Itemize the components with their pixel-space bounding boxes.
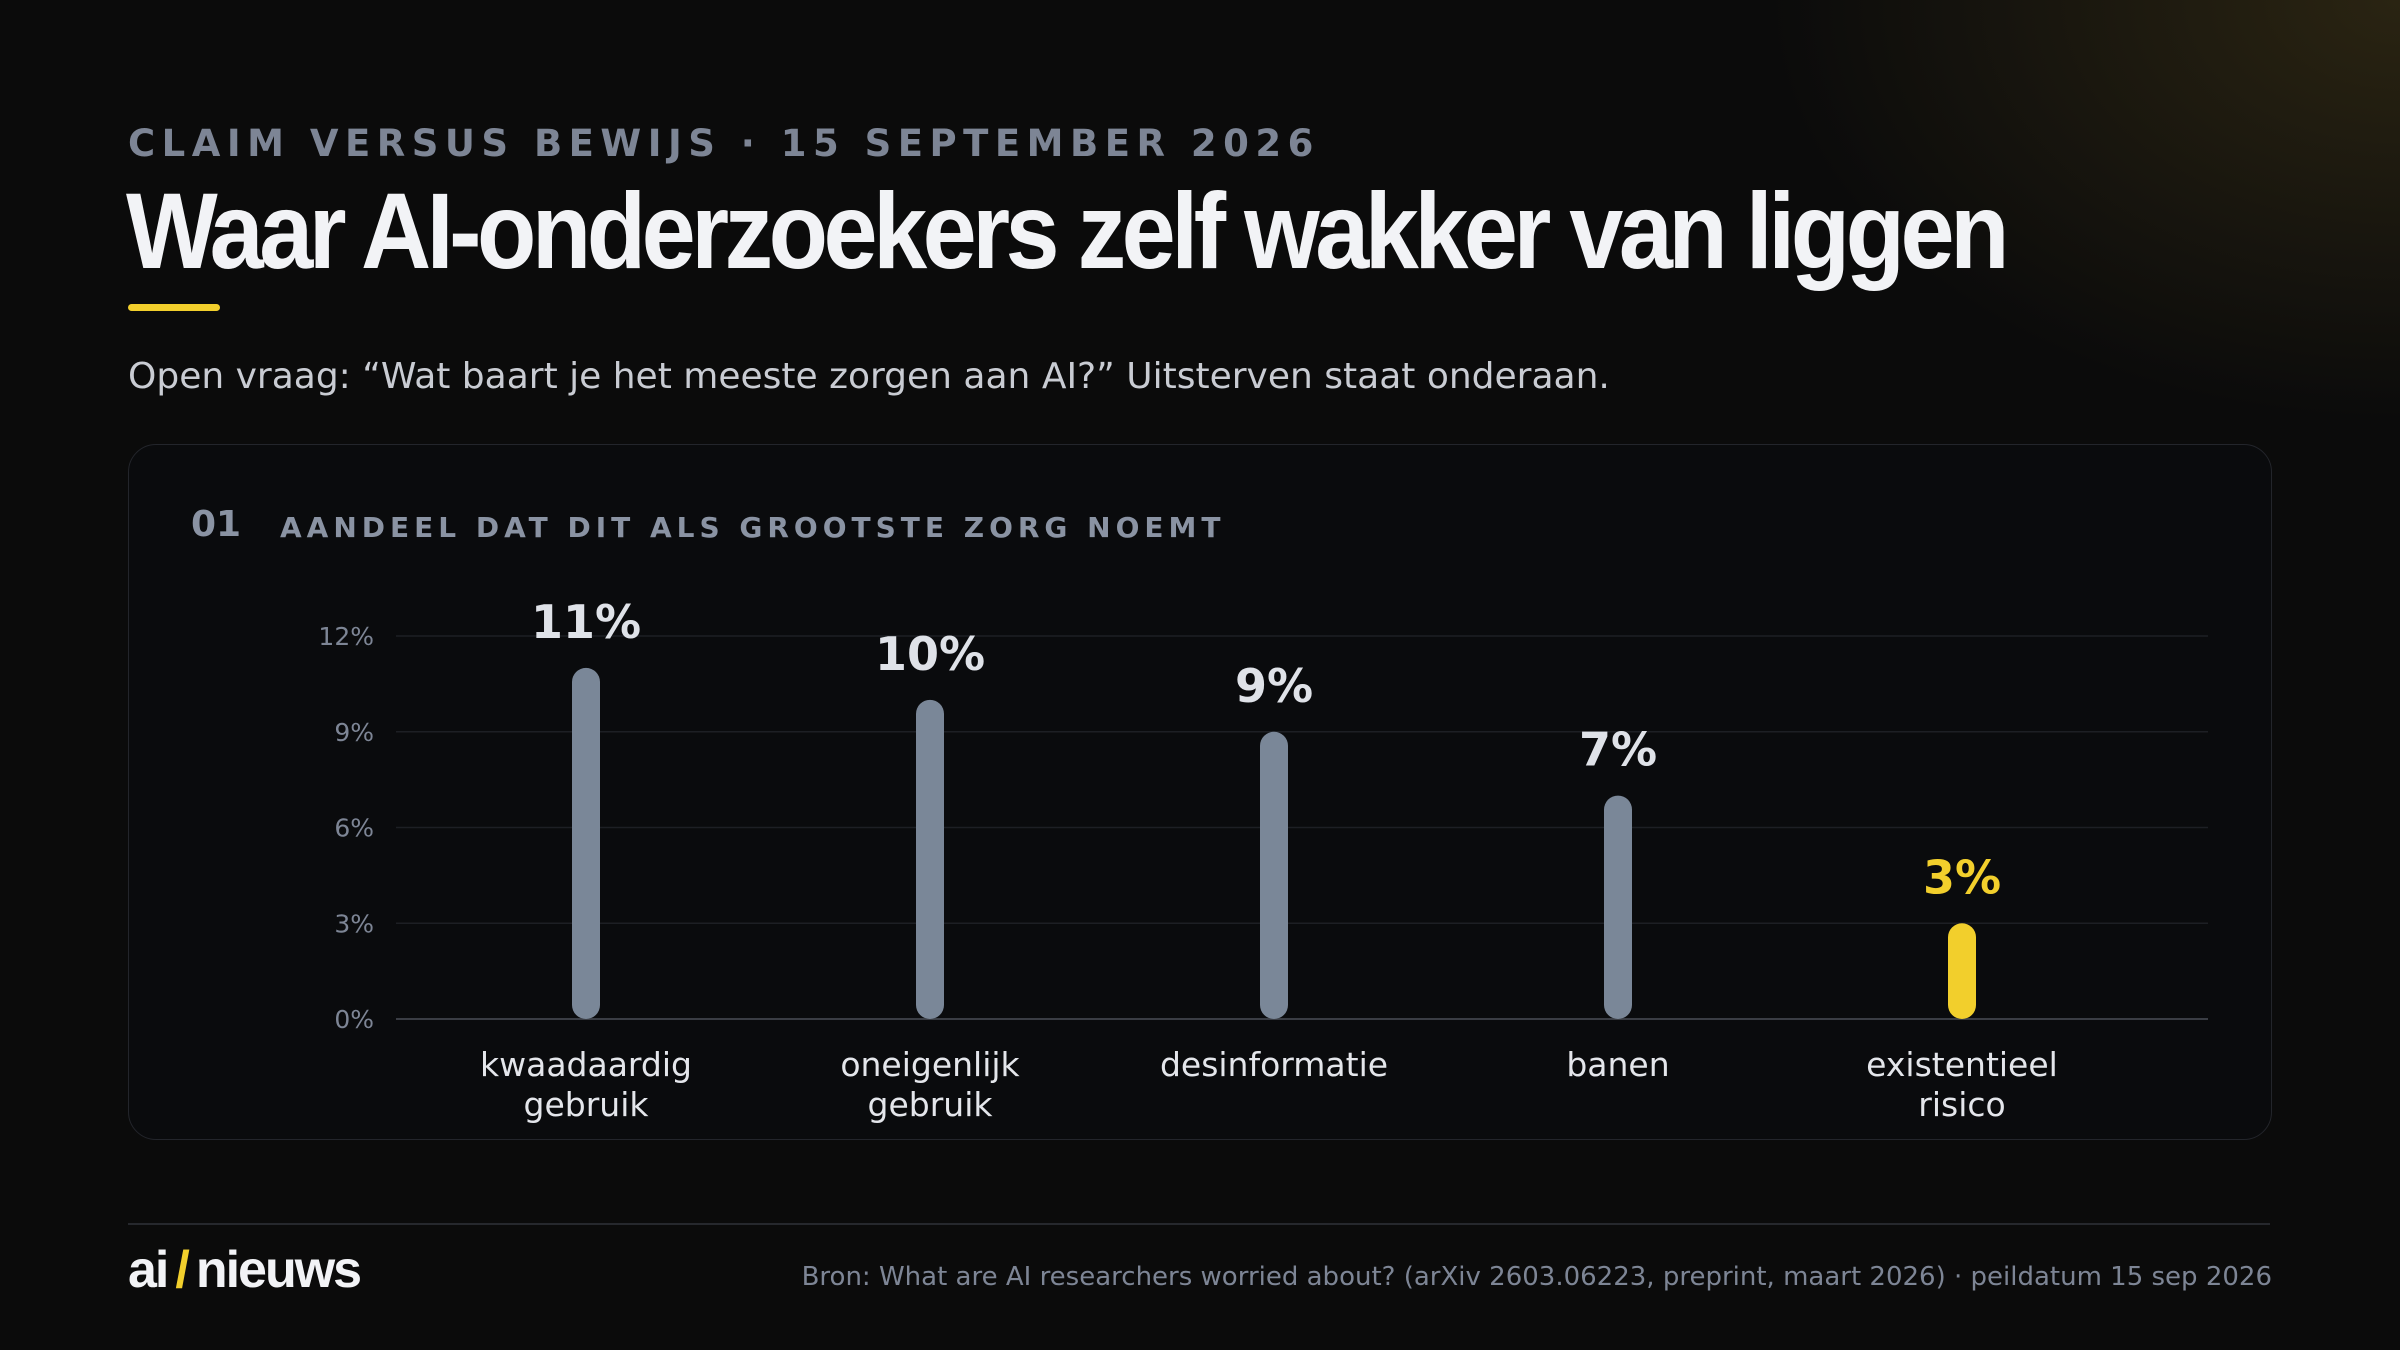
- logo-ai: ai: [128, 1241, 169, 1299]
- kicker: CLAIM VERSUS BEWIJS · 15 SEPTEMBER 2026: [128, 122, 1320, 165]
- bar-value-label: 9%: [1235, 659, 1313, 713]
- bar-value-label: 10%: [875, 627, 985, 681]
- source-note: Bron: What are AI researchers worried ab…: [801, 1262, 2272, 1292]
- category-label: kwaadaardig gebruik: [480, 1045, 692, 1124]
- chart-panel: [128, 444, 2272, 1140]
- subtitle: Open vraag: “Wat baart je het meeste zor…: [128, 356, 1610, 397]
- bar-value-label: 11%: [531, 595, 641, 649]
- footer-divider: [128, 1223, 2270, 1225]
- bar-value-label: 7%: [1579, 723, 1657, 777]
- category-label: desinformatie: [1160, 1045, 1388, 1084]
- y-tick-label: 12%: [318, 622, 374, 651]
- y-tick-label: 0%: [334, 1005, 374, 1034]
- category-label: banen: [1566, 1045, 1669, 1084]
- y-tick-label: 6%: [334, 814, 374, 843]
- logo: ai / nieuws: [128, 1240, 362, 1300]
- y-tick-label: 9%: [334, 718, 374, 747]
- logo-slash: /: [175, 1241, 190, 1299]
- panel-number: 01: [191, 504, 242, 545]
- bar-value-label: 3%: [1923, 850, 2001, 904]
- page-title: Waar AI-onderzoekers zelf wakker van lig…: [126, 170, 2009, 291]
- category-label: oneigenlijk gebruik: [840, 1045, 1020, 1124]
- logo-nieuws: nieuws: [195, 1241, 362, 1299]
- panel-label: AANDEEL DAT DIT ALS GROOTSTE ZORG NOEMT: [280, 511, 1226, 544]
- y-tick-label: 3%: [334, 909, 374, 938]
- category-label: existentieel risico: [1866, 1045, 2058, 1124]
- title-underline: [128, 304, 220, 311]
